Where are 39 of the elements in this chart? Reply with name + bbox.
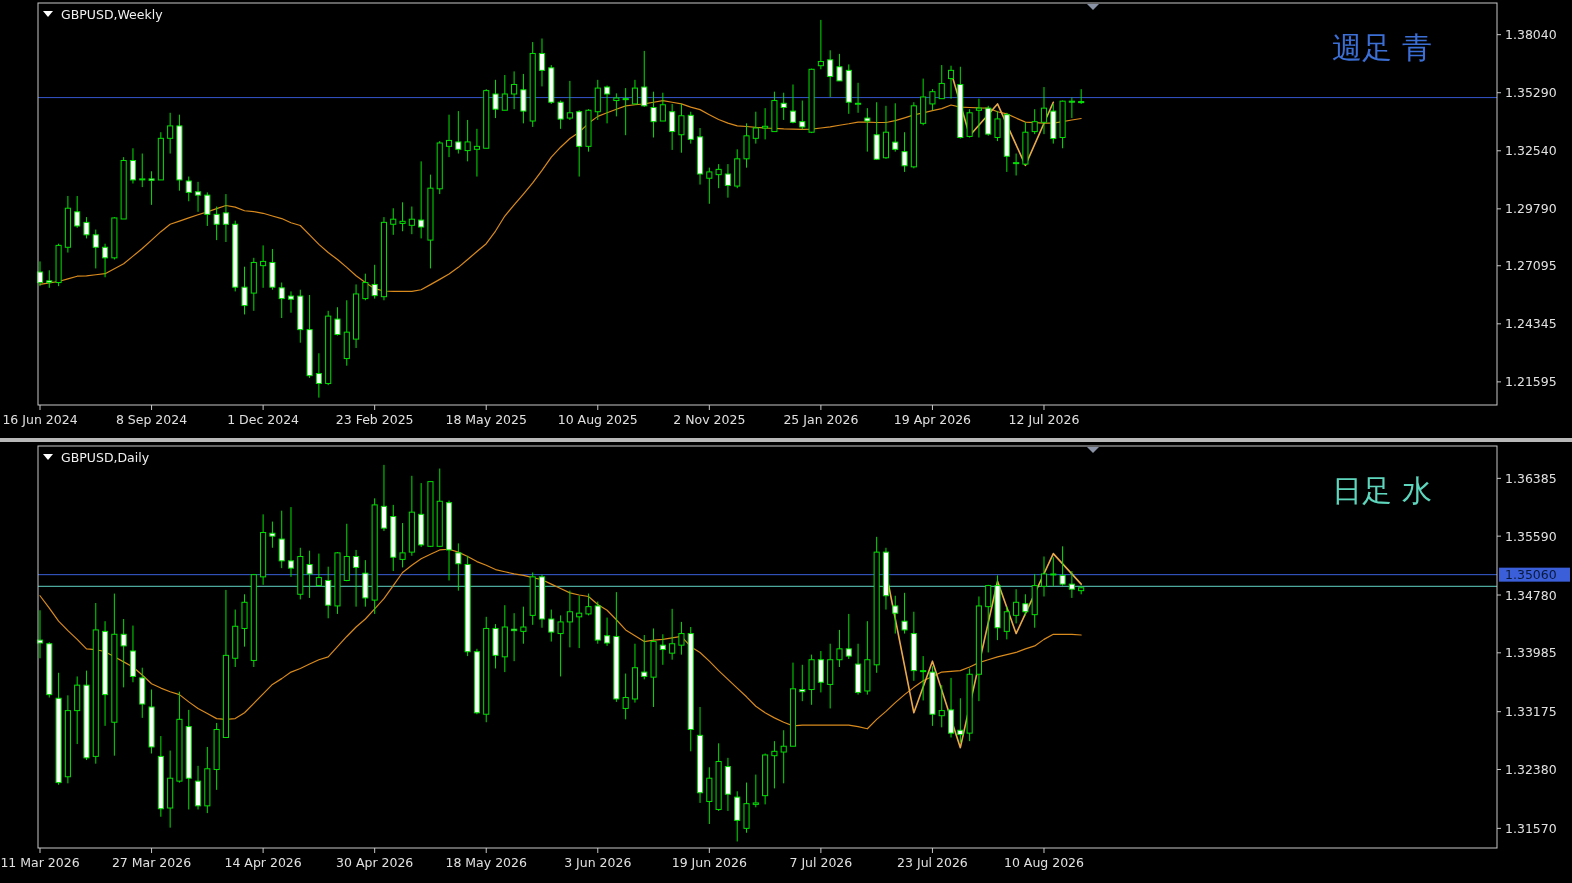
x-tick-label: 18 May 2026 [445,855,528,870]
x-tick-label: 23 Jul 2026 [897,855,968,870]
y-tick-label: 1.33175 [1505,704,1557,720]
x-tick-label: 14 Apr 2026 [224,855,302,870]
chart-title: GBPUSD,Weekly [61,7,164,22]
x-tick-label: 11 Mar 2026 [0,855,80,870]
x-tick-label: 19 Apr 2026 [893,412,972,427]
y-tick-label: 1.24345 [1505,316,1557,332]
y-tick-label: 1.31570 [1505,820,1557,836]
x-tick-label: 12 Jul 2026 [1008,412,1080,427]
x-tick-label: 25 Jan 2026 [783,412,859,427]
y-tick-label: 1.27095 [1505,258,1557,274]
y-tick-label: 1.35590 [1505,528,1557,544]
x-tick-label: 27 Mar 2026 [111,855,192,870]
x-tick-label: 19 Jun 2026 [671,855,747,870]
x-tick-label: 3 Jun 2026 [564,855,632,870]
x-tick-label: 10 Aug 2026 [1003,855,1085,870]
y-tick-label: 1.33985 [1505,645,1557,661]
text: 日足 水 [1332,473,1432,508]
y-tick-label: 1.29790 [1505,201,1557,217]
x-tick-label: 23 Feb 2025 [335,412,414,427]
x-tick-label: 30 Apr 2026 [336,855,414,870]
x-tick-label: 16 Jun 2024 [2,412,78,427]
x-tick-label: 10 Aug 2025 [557,412,638,427]
ref-line-label: 1.35060 [1505,567,1557,583]
y-tick-label: 1.38040 [1505,27,1557,43]
text: 週足 青 [1332,30,1432,65]
y-tick-label: 1.21595 [1505,374,1557,390]
y-tick-label: 1.34780 [1505,587,1557,603]
x-tick-label: 1 Dec 2024 [227,412,300,427]
y-tick-label: 1.32540 [1505,143,1557,159]
x-tick-label: 7 Jul 2026 [789,855,853,870]
x-tick-label: 2 Nov 2025 [673,412,746,427]
x-tick-label: 8 Sep 2024 [115,412,188,427]
x-tick-label: 18 May 2025 [445,412,527,427]
y-tick-label: 1.32380 [1505,761,1557,777]
chart-title: GBPUSD,Daily [61,450,150,465]
y-tick-label: 1.36385 [1505,470,1557,486]
y-tick-label: 1.35290 [1505,85,1557,101]
